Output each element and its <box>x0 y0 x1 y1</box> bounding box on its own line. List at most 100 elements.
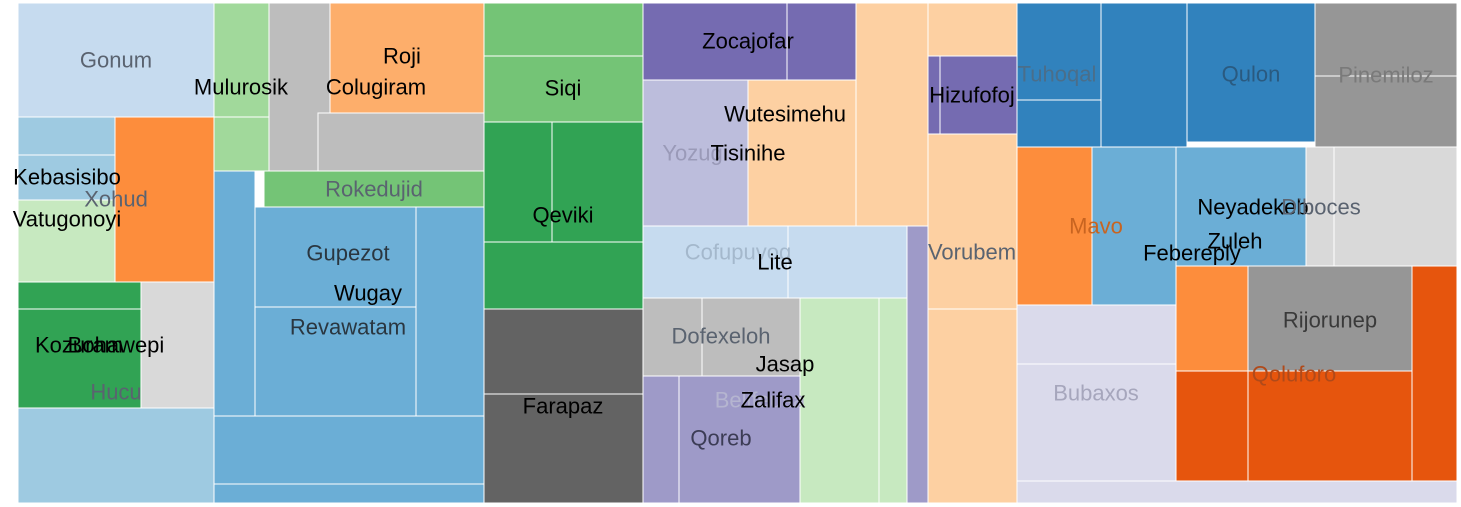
label-lite: Lite <box>757 250 792 275</box>
label-cofupuvoq: Cofupuvoq <box>685 240 791 265</box>
tile-belifeusa <box>878 297 908 504</box>
label-tisinihe: Tisinihe <box>711 141 786 166</box>
label-qeviki: Qeviki <box>532 203 593 228</box>
label-qoluforo: Qoluforo <box>1252 362 1336 387</box>
tile-siqi <box>483 2 644 57</box>
label-hucu: Hucu <box>90 380 141 405</box>
tile-mavo <box>1016 146 1093 306</box>
tile-vorubem <box>927 308 1018 504</box>
label-wutesimehu: Wutesimehu <box>724 102 846 127</box>
label-zalifax: Zalifax <box>741 388 806 413</box>
tile-mulurosik <box>213 116 270 172</box>
label-bubaxos: Bubaxos <box>1053 381 1139 406</box>
tile-qeviki <box>483 241 644 310</box>
tile-tisinihe <box>747 79 857 227</box>
label-gupezot: Gupezot <box>306 241 389 266</box>
label-yozugi: Yozugi <box>662 141 727 166</box>
label-diboces: Diboces <box>1281 195 1360 220</box>
tile-kozuram <box>17 281 142 310</box>
tile-hucu <box>17 407 215 504</box>
tile-pinemiloz <box>1314 75 1458 148</box>
label-colugiram: Colugiram <box>326 75 426 100</box>
tile-qoluforo <box>1175 370 1249 482</box>
tile-siqi <box>483 55 644 123</box>
label-neyadekeb: Neyadekeb <box>1197 195 1308 220</box>
tile-kebasisibo <box>17 116 116 156</box>
label-mavo: Mavo <box>1069 214 1123 239</box>
label-dofexeloh: Dofexeloh <box>671 324 770 349</box>
label-qulon: Qulon <box>1222 62 1281 87</box>
tile-kebasisibo <box>17 154 116 201</box>
tile-tuhoqal <box>1016 2 1102 101</box>
tile-mulurosik <box>213 2 270 118</box>
label-xohud: Xohud <box>84 187 148 212</box>
label-belifeusa: Belifeusa <box>715 388 806 413</box>
tile-vorubem <box>927 133 1018 310</box>
tile-qeviki <box>483 121 553 243</box>
tile-vorubem <box>927 2 1018 57</box>
label-revawatam: Revawatam <box>290 315 406 340</box>
tile-dofexeloh <box>642 297 703 377</box>
label-roji: Roji <box>383 44 421 69</box>
label-bohawepi: Bohawepi <box>68 333 165 358</box>
tile-gonum <box>17 2 215 118</box>
tile-diboces <box>1305 146 1335 267</box>
label-kozuram: Kozuram <box>35 333 123 358</box>
tile-cofupuvoq <box>642 225 789 299</box>
tile-jasap <box>799 297 880 504</box>
label-febereply: Febereply <box>1143 241 1241 266</box>
label-qoreb: Qoreb <box>690 426 751 451</box>
tile-yozugi <box>642 79 749 227</box>
label-tuhoqal: Tuhoqal <box>1018 62 1097 87</box>
tile-roji <box>329 2 485 114</box>
label-mulurosik: Mulurosik <box>194 75 289 100</box>
label-vorubem: Vorubem <box>928 240 1016 265</box>
tile-farapaz <box>483 308 644 395</box>
tile-revawatam <box>213 170 256 417</box>
tile-neyadekeb <box>1175 146 1307 267</box>
label-gonum: Gonum <box>80 48 152 73</box>
label-wugay: Wugay <box>334 281 402 306</box>
tile-qeviki <box>551 121 644 243</box>
tile-qoreb <box>678 375 801 504</box>
label-rijorunep: Rijorunep <box>1283 308 1377 333</box>
tile-zocajofar <box>786 2 857 81</box>
tile-bubaxos <box>1016 363 1177 482</box>
tile-revawatam <box>213 483 485 504</box>
label-jasap: Jasap <box>756 352 815 377</box>
tile-wutesimehu <box>855 2 929 227</box>
tile-qoluforo <box>1247 370 1413 482</box>
tile-bubaxos <box>1016 480 1458 504</box>
tile-wugay <box>415 206 485 417</box>
tile-tuhoqal <box>1016 99 1102 148</box>
tile-bohawepi <box>140 281 215 409</box>
tile-qulon <box>1100 2 1188 148</box>
tile-colugiram <box>317 112 485 172</box>
label-rokedujid: Rokedujid <box>325 177 423 202</box>
label-farapaz: Farapaz <box>523 394 604 419</box>
tile-lite <box>787 225 909 299</box>
tile-zalifax <box>906 225 929 504</box>
tile-pinemiloz <box>1314 2 1458 77</box>
tile-diboces <box>1333 146 1458 267</box>
tile-rijorunep <box>1247 265 1413 372</box>
tile-qulon <box>1186 2 1316 143</box>
label-siqi: Siqi <box>545 76 582 101</box>
tile-zalifax <box>642 375 680 504</box>
label-vatugonoyi: Vatugonoyi <box>13 207 121 232</box>
tile-bubaxos <box>1016 304 1177 365</box>
tile-dofexeloh <box>701 297 801 377</box>
tile-zuleh <box>1091 146 1177 306</box>
tile-qoluforo <box>1411 265 1458 482</box>
label-pinemiloz: Pinemiloz <box>1338 63 1433 88</box>
label-zuleh: Zuleh <box>1207 229 1262 254</box>
label-zocajofar: Zocajofar <box>702 29 794 54</box>
tile-revawatam <box>213 415 485 485</box>
treemap-rects <box>17 2 1458 504</box>
tile-xohud <box>114 116 215 283</box>
tile-vatugonoyi <box>17 199 116 283</box>
label-hizufofoj: Hizufofoj <box>929 83 1015 108</box>
label-kebasisibo: Kebasisibo <box>13 165 121 190</box>
tile-febereply <box>1175 265 1249 372</box>
